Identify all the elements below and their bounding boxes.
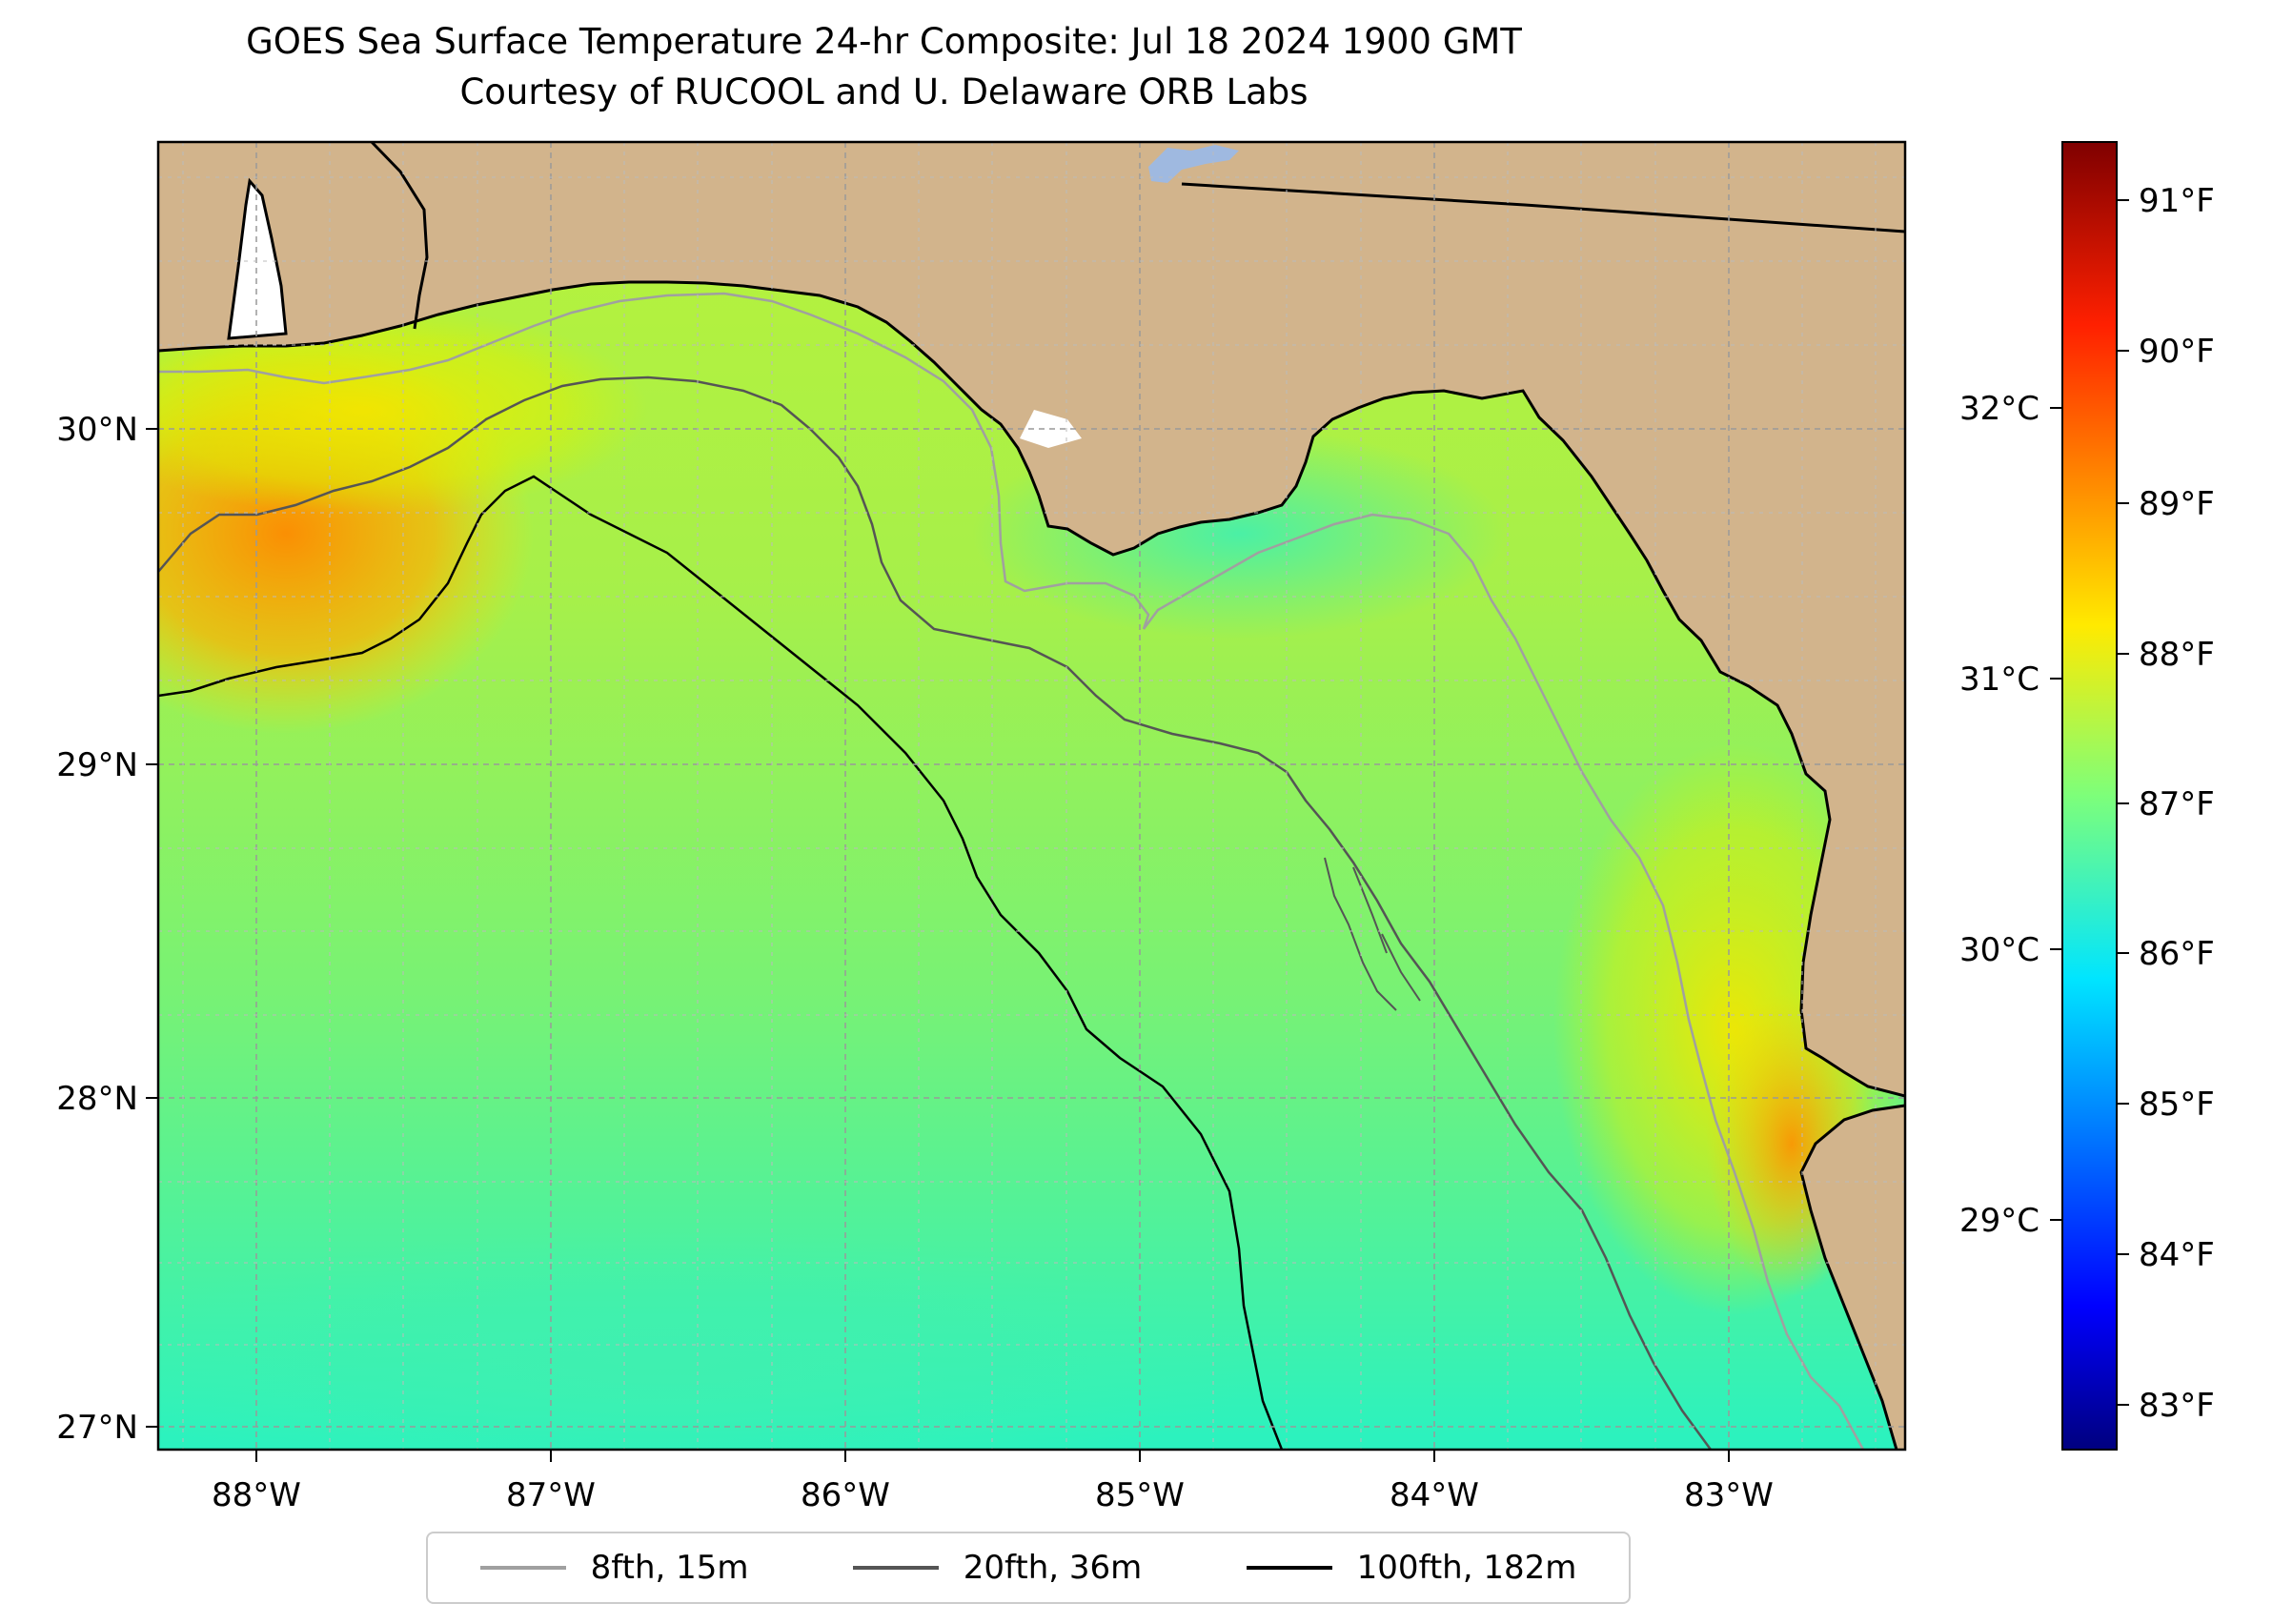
state-border-al [370, 142, 429, 330]
legend-item-100fth: 100fth, 182m [1246, 1549, 1577, 1587]
cb-f-86: 86°F [2139, 935, 2215, 973]
cb-c-30: 30°C [1959, 931, 2039, 969]
axis-ticks [146, 428, 1730, 1462]
chart-subtitle: Courtesy of RUCOOL and U. Delaware ORB L… [459, 71, 1309, 112]
lon-label-83w: 83°W [1684, 1476, 1774, 1514]
cb-f-89: 89°F [2139, 485, 2215, 523]
cool-region-south [158, 1229, 1258, 1450]
cb-c-29: 29°C [1959, 1202, 2039, 1240]
lon-label-87w: 87°W [506, 1476, 596, 1514]
isobath-100fth [158, 475, 1284, 1450]
lon-label-85w: 85°W [1095, 1476, 1185, 1514]
legend-swatch-100fth [1246, 1566, 1332, 1570]
lat-label-29n: 29°N [56, 746, 138, 784]
graticule [158, 142, 1905, 1450]
mobile-bay [227, 177, 288, 340]
graticule-minor [158, 142, 1905, 1450]
map-frame [156, 140, 1907, 1451]
land-mass [158, 142, 1905, 1450]
cb-f-83: 83°F [2139, 1387, 2215, 1425]
isobath-20fth [158, 376, 1713, 1450]
legend-swatch-20fth [852, 1566, 939, 1570]
cb-c-32: 32°C [1959, 390, 2039, 428]
isobath-20fth-islands [1324, 857, 1421, 1011]
cb-f-90: 90°F [2139, 333, 2215, 371]
cb-f-85: 85°F [2139, 1086, 2215, 1124]
cb-f-87: 87°F [2139, 785, 2215, 823]
cb-f-84: 84°F [2139, 1236, 2215, 1274]
legend-label-100fth: 100fth, 182m [1356, 1549, 1577, 1587]
colorbar [2061, 141, 2118, 1451]
coastline-south [1799, 1104, 1905, 1450]
legend-item-20fth: 20fth, 36m [852, 1549, 1143, 1587]
cb-f-91: 91°F [2139, 182, 2215, 220]
legend: 8fth, 15m 20fth, 36m 100fth, 182m [426, 1532, 1631, 1604]
lat-label-28n: 28°N [56, 1080, 138, 1118]
lon-label-84w: 84°W [1390, 1476, 1479, 1514]
lat-label-30n: 30°N [56, 411, 138, 449]
legend-label-8fth: 8fth, 15m [590, 1549, 749, 1587]
legend-swatch-8fth [479, 1566, 566, 1570]
colorbar-ticks [2050, 199, 2129, 1406]
legend-item-8fth: 8fth, 15m [479, 1549, 749, 1587]
legend-label-20fth: 20fth, 36m [963, 1549, 1143, 1587]
lat-label-27n: 27°N [56, 1409, 138, 1447]
coastline [158, 280, 1905, 1098]
lake-seminole [1148, 145, 1239, 183]
lon-label-88w: 88°W [212, 1476, 301, 1514]
state-border [1181, 182, 1905, 233]
cb-c-31: 31°C [1959, 660, 2039, 699]
lon-label-86w: 86°W [801, 1476, 890, 1514]
chart-title: GOES Sea Surface Temperature 24-hr Compo… [246, 21, 1522, 62]
isobath-8fth [158, 292, 1865, 1450]
cb-f-88: 88°F [2139, 636, 2215, 674]
